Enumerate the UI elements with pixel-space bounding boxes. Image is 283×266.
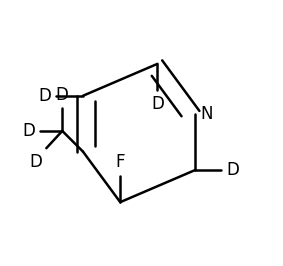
Text: N: N [201,105,213,123]
Text: D: D [29,153,42,171]
Text: D: D [56,86,69,103]
Text: D: D [22,122,35,140]
Text: F: F [115,153,125,171]
Text: D: D [39,87,52,105]
Text: D: D [151,95,164,113]
Text: D: D [226,161,239,179]
